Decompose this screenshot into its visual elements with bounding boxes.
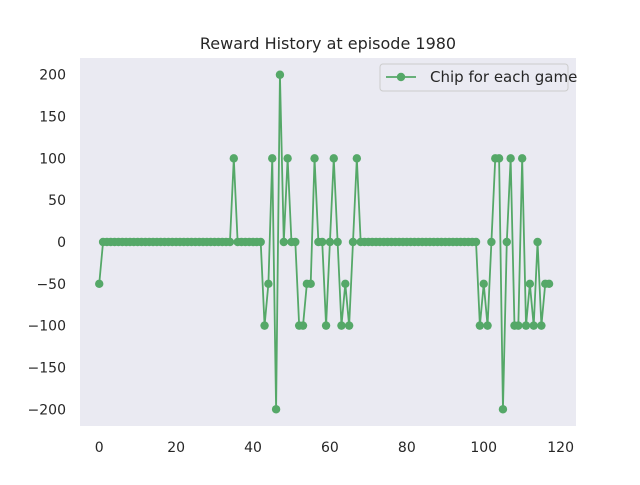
data-point (279, 237, 288, 247)
y-tick-label: −200 (28, 402, 66, 418)
data-point (318, 237, 327, 247)
data-point (514, 321, 523, 330)
y-tick-label: 50 (48, 193, 66, 209)
y-tick-label: 100 (39, 151, 66, 167)
y-tick-label: −100 (28, 319, 66, 335)
data-point (341, 279, 350, 289)
data-point (494, 154, 504, 163)
y-tick-label: −150 (28, 360, 66, 376)
data-point (95, 279, 104, 289)
legend-marker-sample (396, 72, 406, 82)
legend: Chip for each game (379, 63, 577, 92)
data-point (487, 237, 496, 247)
data-point (506, 154, 515, 163)
data-point (348, 237, 358, 247)
data-point (337, 321, 346, 330)
series-layer (95, 70, 554, 414)
data-point (268, 154, 277, 163)
data-point (291, 237, 300, 247)
x-tick-label: 100 (470, 440, 497, 456)
data-point (325, 237, 335, 247)
data-point (271, 405, 281, 414)
chart-title: Reward History at episode 1980 (200, 34, 456, 53)
data-point (329, 154, 338, 163)
y-tick-label: −50 (36, 277, 66, 293)
x-tick-label: 120 (547, 440, 574, 456)
data-point (529, 321, 538, 330)
data-point (498, 405, 508, 414)
data-point (344, 321, 354, 330)
data-point (333, 237, 342, 247)
legend-label: Chip for each game (430, 68, 577, 86)
x-tick-label: 20 (167, 440, 185, 456)
data-point (321, 321, 331, 330)
data-point (502, 237, 511, 247)
legend-box (379, 63, 569, 92)
data-point (229, 154, 238, 163)
x-tick-label: 40 (244, 440, 262, 456)
data-point (521, 321, 531, 330)
data-point (283, 154, 292, 163)
data-point (225, 237, 235, 247)
data-point (260, 321, 269, 330)
data-point (306, 279, 315, 289)
y-tick-label: 200 (39, 68, 66, 84)
x-tick-label: 0 (95, 440, 104, 456)
data-point (310, 154, 319, 163)
data-point (275, 70, 285, 79)
x-tick-label: 60 (321, 440, 339, 456)
data-point (533, 237, 542, 247)
data-point (544, 279, 554, 289)
y-tick-label: 150 (39, 110, 66, 126)
data-point (256, 237, 265, 247)
data-point (537, 321, 546, 330)
data-point (298, 321, 308, 330)
data-point (479, 279, 488, 289)
data-point (471, 237, 481, 247)
y-axis: 200 150 100 50 0 −50 −100 −150 −200 (28, 68, 66, 419)
data-point (264, 279, 273, 289)
data-point (483, 321, 492, 330)
data-point (517, 154, 527, 163)
data-point (525, 279, 535, 289)
x-tick-label: 80 (398, 440, 416, 456)
x-axis: 0 20 40 60 80 100 120 (95, 440, 574, 456)
y-tick-label: 0 (57, 235, 66, 251)
data-point (352, 154, 362, 163)
data-point (475, 321, 485, 330)
